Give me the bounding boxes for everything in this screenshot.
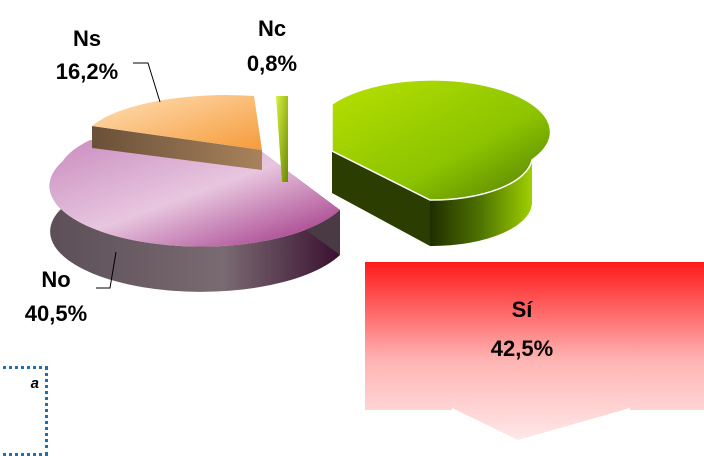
si-arrow — [365, 262, 704, 440]
label-nc: Nc — [258, 16, 286, 41]
value-no: 40,5% — [25, 301, 87, 326]
slice-si — [331, 79, 552, 247]
pie-chart: Ns 16,2% Nc 0,8% No 40,5% Sí 42,5% — [25, 16, 704, 440]
label-si: Sí — [512, 297, 534, 322]
value-si: 42,5% — [491, 336, 553, 361]
callout-box: a — [0, 366, 48, 456]
value-nc: 0,8% — [247, 51, 297, 76]
leader-line-ns — [133, 62, 161, 103]
label-no: No — [41, 267, 70, 292]
label-ns: Ns — [73, 26, 101, 51]
slice-no — [49, 140, 341, 292]
slice-nc — [276, 96, 288, 182]
callout-text: a — [30, 375, 39, 392]
slice-ns — [92, 95, 262, 170]
leader-line-no — [96, 251, 117, 289]
value-ns: 16,2% — [56, 59, 118, 84]
